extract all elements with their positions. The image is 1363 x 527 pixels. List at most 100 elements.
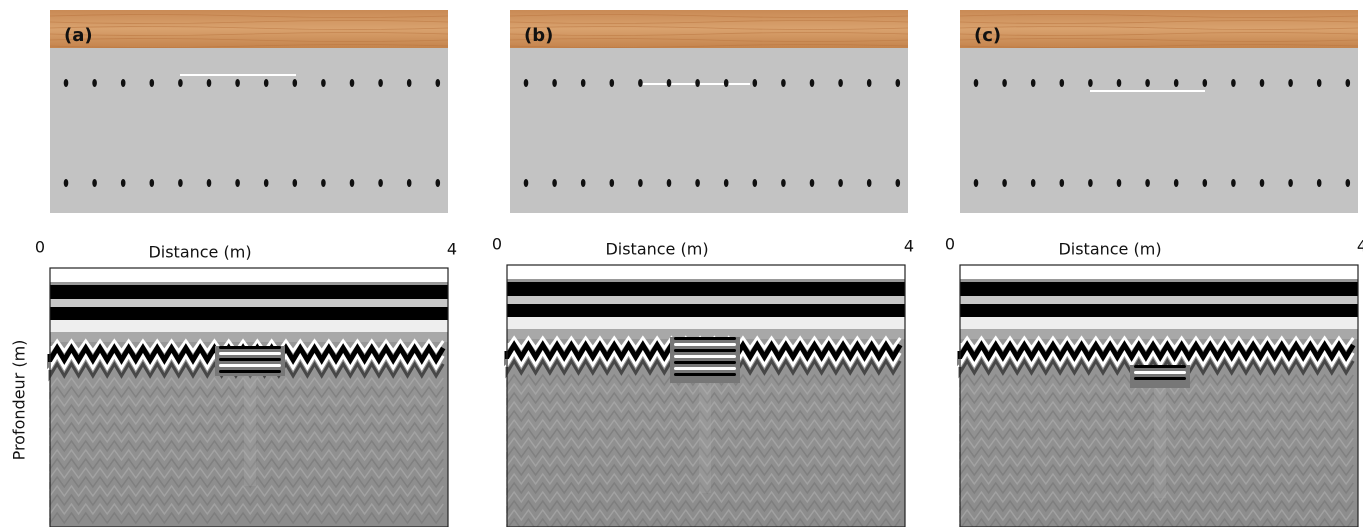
reflection-wave (49, 430, 444, 445)
panel-schematic: (a) (49, 10, 449, 213)
reflection-wave (49, 493, 444, 508)
band (507, 317, 905, 329)
axis-start: 0 (945, 235, 955, 254)
rebar-dot (178, 179, 183, 187)
reflection-wave (49, 484, 444, 499)
wood-grain (959, 14, 1359, 18)
reflection-wave (959, 400, 1354, 415)
rebar-dot (1002, 179, 1007, 187)
reflection-wave (959, 472, 1354, 487)
rebar-dot (1202, 79, 1208, 87)
anomaly-stripe (674, 355, 736, 358)
rebar-dot (321, 179, 326, 187)
reflection-wave (959, 391, 1354, 406)
rebar-dot (1088, 179, 1093, 187)
rebar-dot (349, 179, 355, 187)
rebar-dot (973, 179, 979, 187)
rebar-dot (1002, 79, 1007, 87)
wood-grain (49, 38, 449, 42)
rebar-dot (1116, 79, 1122, 87)
rebar-dot (178, 79, 183, 87)
rebar-dot (435, 179, 441, 187)
panel-label: (b) (524, 25, 553, 46)
reflection-wave (959, 499, 1354, 514)
reflection-wave (49, 403, 444, 418)
anomaly (1130, 365, 1190, 388)
anomaly-stripe (674, 367, 736, 370)
band (960, 296, 1358, 304)
reflection-wave (959, 508, 1354, 523)
band (507, 296, 905, 304)
rebar-dot (552, 179, 557, 187)
anomaly-stripe (1134, 365, 1186, 368)
wood-grain (509, 26, 909, 30)
wood-grain (49, 14, 449, 18)
rebar-dot (406, 179, 412, 187)
rebar-dot (1030, 79, 1036, 87)
reflection-wave (506, 517, 901, 527)
rebar-dot (378, 79, 383, 87)
rebar-dot (523, 179, 529, 187)
band (50, 332, 448, 342)
air-band (50, 268, 448, 282)
rebar-dot (695, 179, 700, 187)
rebar-dot (723, 179, 729, 187)
rebar-dot (1231, 179, 1236, 187)
band (50, 320, 448, 332)
wood-grain (509, 32, 909, 36)
reflection-wave (49, 466, 444, 481)
rebar-dot (552, 79, 557, 87)
reflection-wave (49, 475, 444, 490)
rebar-dot (63, 179, 69, 187)
anomaly-stripe (674, 337, 736, 340)
rebar-dot (866, 179, 872, 187)
reflection-wave (506, 418, 901, 433)
reflection-wave (506, 391, 901, 406)
anomaly-tail (699, 383, 711, 493)
anomaly-stripe (1134, 371, 1186, 374)
reflection-wave (958, 335, 1355, 353)
rebar-dot (1316, 179, 1322, 187)
radar-frame (49, 267, 449, 527)
anomaly-stripe (219, 370, 281, 373)
reflection-wave (506, 490, 901, 505)
axis-end: 4 (1357, 237, 1363, 256)
rebar-dot (809, 179, 815, 187)
reflection-wave (506, 472, 901, 487)
rebar-dot (1231, 79, 1236, 87)
reflection-wave (506, 445, 901, 460)
band (507, 329, 905, 339)
rebar-dot (1288, 79, 1293, 87)
band (50, 299, 448, 307)
rebar-dot (435, 79, 441, 87)
wood-grain (959, 38, 1359, 42)
wood-grain (509, 44, 909, 48)
anomaly-stripe (674, 373, 736, 376)
anomaly-stripe (1134, 377, 1186, 380)
reflection-wave (506, 499, 901, 514)
rebar-dot (92, 179, 97, 187)
reflection-wave (49, 511, 444, 526)
anomaly-stripe (674, 343, 736, 346)
rebar-dot (1259, 179, 1265, 187)
anomaly-stripe (219, 364, 281, 367)
rebar-dot (523, 79, 529, 87)
rebar-dot (666, 179, 672, 187)
rebar-dot (1059, 79, 1065, 87)
band (960, 304, 1358, 317)
reflection-wave (49, 376, 444, 391)
band (507, 282, 905, 296)
reflection-wave (506, 436, 901, 451)
rebar-dot (1145, 179, 1150, 187)
rebar-dot (120, 179, 126, 187)
axis-start: 0 (35, 238, 45, 257)
reflection-wave (506, 409, 901, 424)
reflection-wave (506, 463, 901, 478)
anomaly-stripe (219, 358, 281, 361)
wood-grain (959, 44, 1359, 48)
reflection-wave (959, 436, 1354, 451)
reflection-wave (506, 454, 901, 469)
radar-frame (959, 264, 1359, 527)
reflection-wave (49, 457, 444, 472)
